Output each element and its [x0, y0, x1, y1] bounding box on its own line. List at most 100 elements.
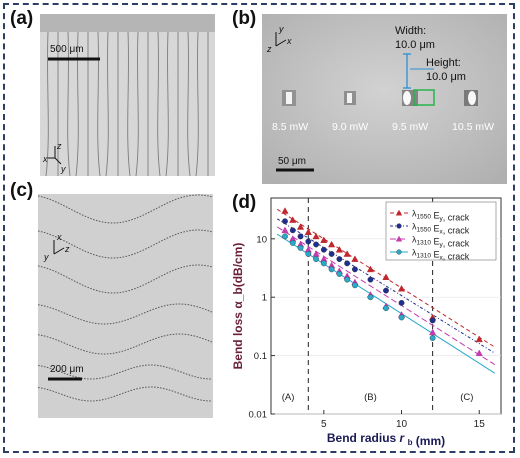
x-tick-label: 10	[396, 419, 408, 430]
data-point	[320, 260, 327, 267]
data-point	[335, 246, 344, 253]
data-point	[382, 273, 390, 281]
waveguide-line	[97, 31, 101, 176]
legend-box	[385, 201, 497, 261]
panel-label-a: (a)	[10, 8, 34, 29]
panel-label-d: (d)	[232, 192, 257, 213]
data-point	[367, 294, 374, 301]
x-tick-label: 15	[474, 419, 486, 430]
data-point	[366, 265, 375, 273]
region-labels: (A) (B) (C)	[282, 392, 474, 403]
data-point	[336, 256, 343, 262]
data-point	[395, 209, 403, 216]
data-point	[304, 228, 312, 235]
legend-entry: λ1310 Ex, crack	[412, 248, 470, 262]
axis-z-label: z	[266, 44, 272, 54]
waveguide-line	[45, 31, 49, 176]
axis-z-label: z	[64, 244, 70, 254]
data-point	[305, 238, 312, 245]
data-point	[396, 223, 402, 229]
data-point	[313, 256, 319, 262]
data-point	[397, 284, 406, 292]
data-point	[343, 250, 351, 257]
panel-b-cross-sections: y x z Width: 10.0 μm Height: 10.0 μm 8.5…	[262, 14, 507, 184]
waveguide-line	[165, 31, 169, 176]
region-label: (B)	[364, 392, 377, 403]
data-point	[327, 240, 336, 248]
data-point	[282, 233, 288, 240]
waveguide-line	[135, 31, 139, 176]
curved-waveguide	[38, 194, 213, 224]
power-label-4: 10.5 mW	[452, 121, 494, 133]
data-point	[281, 207, 289, 214]
data-point	[351, 266, 358, 273]
width-value: 10.0 μm	[395, 39, 435, 51]
legend-entry: λ1550 Ex, crack	[412, 222, 470, 236]
axis-triad	[275, 32, 287, 47]
waveguide-line	[195, 31, 199, 176]
axis-y-label: y	[278, 24, 284, 34]
data-point	[305, 251, 312, 257]
axis-z-label: z	[56, 141, 62, 151]
curved-waveguides	[38, 194, 213, 402]
curved-waveguide	[38, 386, 213, 402]
height-label: Height:	[426, 57, 461, 69]
data-point	[320, 236, 328, 243]
axis-ticks: 5 10 15 0.01 0.1 1 10	[249, 234, 486, 430]
panel-c-micrograph: x z y 200 μm	[38, 194, 213, 418]
data-point	[396, 249, 402, 255]
waveguide-line	[105, 31, 109, 176]
data-point	[289, 227, 296, 234]
data-point	[351, 282, 358, 289]
y-tick-label: 0.01	[249, 410, 268, 421]
data-point	[395, 235, 403, 242]
waveguide-spot-1	[282, 90, 296, 106]
data-point	[428, 328, 437, 336]
data-point	[383, 287, 389, 294]
power-label-3: 9.5 mW	[392, 121, 428, 133]
curved-waveguide	[38, 229, 213, 259]
axis-x-label: x	[56, 232, 62, 242]
data-point	[383, 305, 389, 312]
size-box	[413, 89, 435, 106]
axis-x-label: x	[42, 154, 48, 164]
waveguide-line	[187, 31, 191, 176]
figure-border	[3, 3, 515, 453]
scale-bar-label: 50 μm	[278, 156, 306, 167]
y-tick-label: 0.1	[254, 351, 267, 362]
x-axis-label: Bend radius r b (mm)	[327, 431, 445, 448]
power-label-2: 9.0 mW	[332, 121, 368, 133]
data-point	[398, 299, 405, 306]
panel-d-chart: 5 10 15 0.01 0.1 1 10 (A) (B) (C) λ1550 Ey, crac…	[226, 188, 510, 450]
data-point	[344, 276, 351, 283]
data-point	[289, 240, 296, 246]
scale-bar-label: 200 μm	[50, 364, 84, 375]
panel-label-b: (b)	[232, 8, 257, 29]
y-axis-label: Bend loss α_b(dB/cm)	[231, 243, 245, 370]
data-point	[351, 255, 359, 262]
data-point	[282, 218, 288, 225]
axis-y-label: y	[43, 252, 49, 262]
data-point	[475, 349, 483, 356]
axis-x-label: x	[286, 36, 292, 46]
waveguide-line	[75, 31, 79, 176]
curved-waveguide	[38, 264, 213, 294]
legend-entry: λ1550 Ey, crack	[412, 209, 470, 223]
waveguide-lines	[45, 31, 209, 176]
fit-line	[276, 226, 496, 366]
curved-waveguide	[38, 303, 213, 325]
waveguide-spot-4	[464, 90, 478, 106]
data-point	[320, 246, 327, 253]
y-tick-label: 10	[256, 234, 267, 245]
region-label: (A)	[282, 392, 295, 403]
data-point	[475, 335, 483, 343]
legend-entry: λ1310 Ey, crack	[412, 235, 470, 249]
data-point	[289, 216, 297, 223]
data-point	[429, 317, 436, 324]
data-point	[328, 266, 335, 273]
data-point	[344, 260, 351, 267]
curved-waveguide	[38, 333, 213, 355]
data-point	[281, 226, 289, 234]
data-points	[281, 207, 483, 356]
axis-triad	[53, 240, 65, 255]
